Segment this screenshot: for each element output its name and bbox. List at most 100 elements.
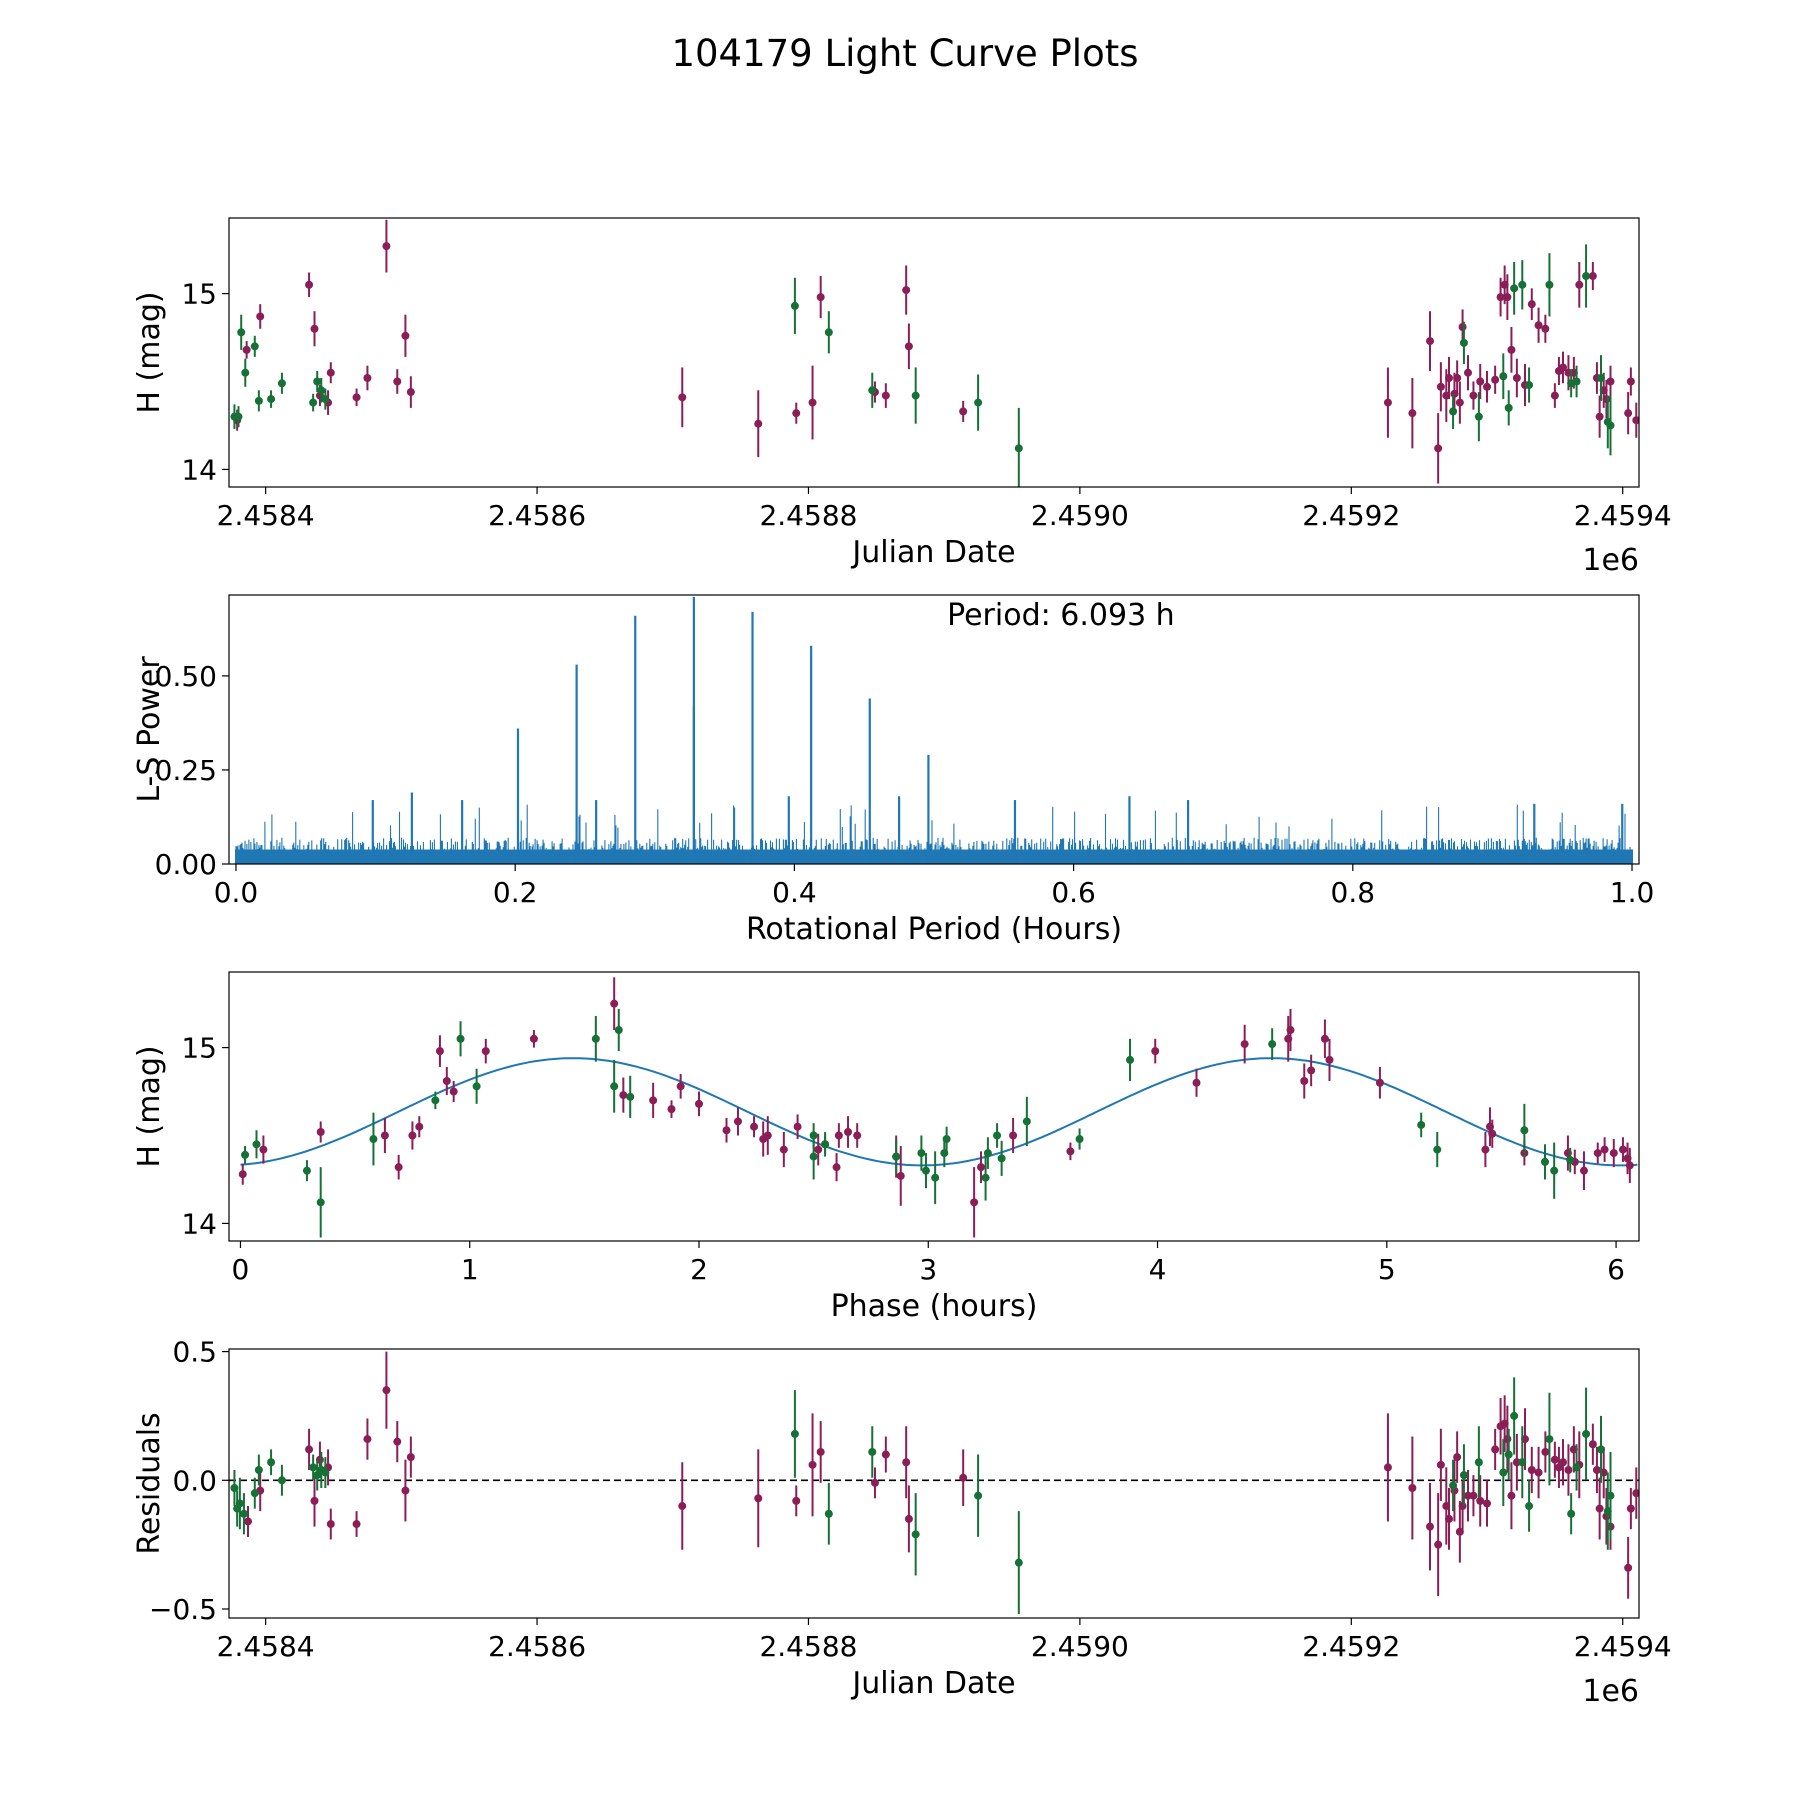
data-point xyxy=(649,1096,658,1105)
plot-area xyxy=(230,1351,1639,1615)
data-point xyxy=(1510,1411,1519,1420)
x-tick-label: 0.0 xyxy=(214,876,259,909)
data-point xyxy=(1014,444,1023,453)
data-point xyxy=(942,1135,951,1144)
data-point xyxy=(970,1198,979,1207)
data-point xyxy=(1632,416,1639,425)
data-point xyxy=(1426,337,1435,346)
y-tick-label: 0.50 xyxy=(155,660,217,693)
data-point xyxy=(896,1171,905,1180)
data-point xyxy=(1550,1166,1559,1175)
data-point xyxy=(1476,1496,1485,1505)
data-point xyxy=(881,391,890,400)
data-point xyxy=(321,395,330,404)
axes-frame xyxy=(228,1348,1640,1619)
data-point xyxy=(868,1447,877,1456)
data-point xyxy=(309,1463,318,1472)
y-tick-label: 15 xyxy=(181,278,217,311)
data-point xyxy=(1408,1484,1417,1493)
data-point xyxy=(1559,1458,1568,1467)
data-point xyxy=(1009,1131,1018,1140)
data-point xyxy=(1507,1491,1516,1500)
data-point xyxy=(1436,382,1445,391)
data-point xyxy=(408,1131,417,1140)
data-point xyxy=(1464,368,1473,377)
data-point xyxy=(1449,407,1458,416)
data-point xyxy=(750,1122,759,1131)
data-point xyxy=(267,1458,276,1467)
data-point xyxy=(1545,1435,1554,1444)
data-point xyxy=(814,1145,823,1154)
x-tick-label: 3 xyxy=(919,1253,937,1286)
data-point xyxy=(763,1131,772,1140)
data-point xyxy=(242,345,251,354)
x-tick-label: 0.6 xyxy=(1051,876,1096,909)
data-point xyxy=(610,999,619,1008)
data-point xyxy=(415,1122,424,1131)
data-point xyxy=(1488,1129,1497,1138)
data-point xyxy=(1375,1078,1384,1087)
data-point xyxy=(1512,373,1521,382)
data-point xyxy=(1453,1453,1462,1462)
data-point xyxy=(1575,280,1584,289)
data-point xyxy=(678,1502,687,1511)
y-tick-label: 15 xyxy=(181,1032,217,1065)
data-point xyxy=(310,324,319,333)
data-point xyxy=(1481,1145,1490,1154)
data-point xyxy=(277,1476,286,1485)
data-point xyxy=(1417,1120,1426,1129)
data-point xyxy=(1567,1509,1576,1518)
data-point xyxy=(313,377,322,386)
data-point xyxy=(626,1092,635,1101)
x-tick-label: 4 xyxy=(1149,1253,1167,1286)
x-tick-label: 0.4 xyxy=(772,876,817,909)
x-tick-label: 2.4594 xyxy=(1574,1630,1672,1663)
data-point xyxy=(254,1465,263,1474)
data-point xyxy=(821,1140,830,1149)
data-point xyxy=(305,280,314,289)
data-point xyxy=(1300,1077,1309,1086)
data-point xyxy=(267,395,276,404)
data-point xyxy=(1474,1458,1483,1467)
data-point xyxy=(974,398,983,407)
data-point xyxy=(250,342,259,351)
data-point xyxy=(529,1034,538,1043)
data-point xyxy=(816,1447,825,1456)
data-point xyxy=(1458,323,1467,332)
data-point xyxy=(977,1163,985,1172)
data-point xyxy=(309,398,318,407)
data-point xyxy=(1550,391,1559,400)
data-point xyxy=(1618,1145,1627,1154)
x-tick-label: 2.4590 xyxy=(1031,1630,1129,1663)
data-point xyxy=(832,1163,841,1172)
data-point xyxy=(1455,398,1464,407)
data-point xyxy=(1151,1047,1160,1056)
data-point xyxy=(1126,1055,1135,1064)
x-tick-label: 2.4588 xyxy=(759,499,857,532)
y-axis-label: H (mag) xyxy=(132,291,167,413)
data-point xyxy=(235,1499,244,1508)
data-point xyxy=(393,1437,402,1446)
y-tick-label: 0.25 xyxy=(155,754,217,787)
data-point xyxy=(1320,1034,1329,1043)
x-tick-label: 2.4594 xyxy=(1574,499,1672,532)
data-point xyxy=(610,1082,619,1091)
data-point xyxy=(792,409,801,418)
data-point xyxy=(792,1496,801,1505)
data-point xyxy=(1499,1468,1508,1477)
data-point xyxy=(1582,272,1591,281)
data-point xyxy=(824,1509,833,1518)
data-point xyxy=(779,1145,788,1154)
data-point xyxy=(1595,412,1604,421)
data-point xyxy=(239,1509,248,1518)
data-point xyxy=(317,386,326,395)
data-point xyxy=(824,328,833,337)
data-point xyxy=(449,1087,458,1096)
data-point xyxy=(1566,1156,1575,1165)
model-curve xyxy=(240,1057,1638,1167)
data-point xyxy=(302,1166,311,1175)
data-point xyxy=(614,1026,623,1035)
data-point xyxy=(305,1445,314,1454)
data-point xyxy=(1445,373,1454,382)
data-point xyxy=(1582,1429,1591,1438)
